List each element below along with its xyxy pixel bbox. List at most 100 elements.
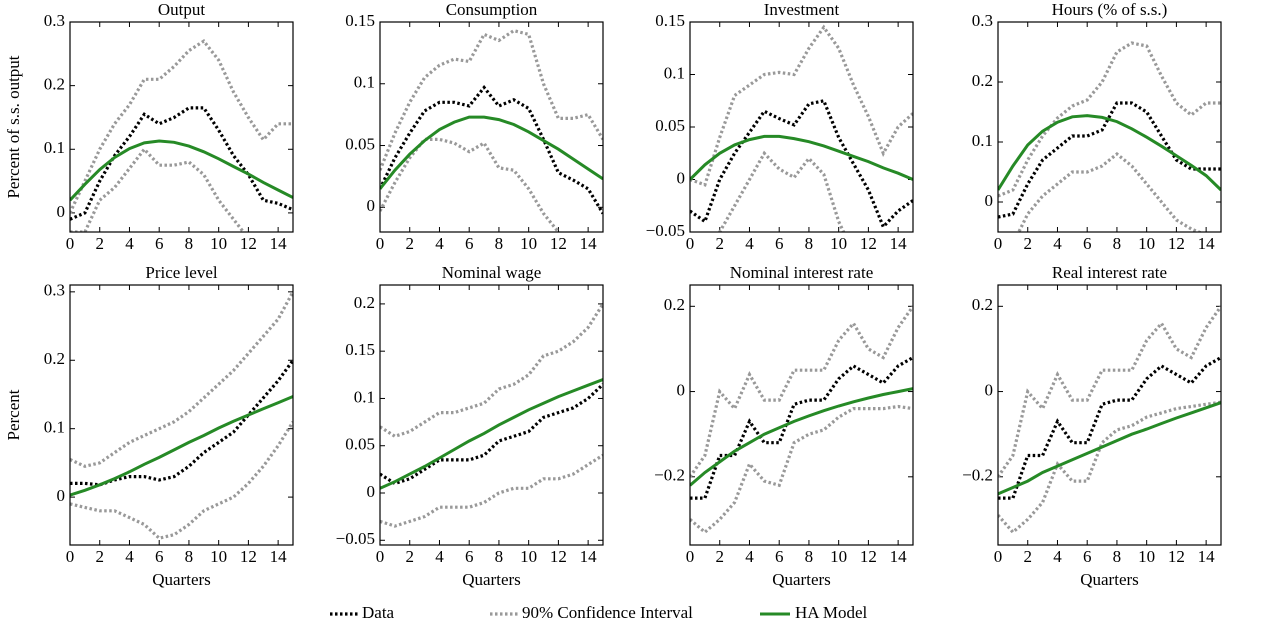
ci-upper-line <box>998 305 1221 478</box>
subplot-title: Consumption <box>446 0 538 19</box>
x-tick-label: 12 <box>1168 234 1185 253</box>
x-tick-label: 12 <box>550 234 567 253</box>
ci-upper-line <box>380 28 603 171</box>
x-tick-label: 6 <box>155 547 164 566</box>
y-tick-label: 0 <box>57 202 66 221</box>
x-tick-label: 8 <box>185 234 194 253</box>
x-tick-label: 8 <box>495 234 504 253</box>
y-tick-label: 0.15 <box>345 340 375 359</box>
x-tick-label: 12 <box>1168 547 1185 566</box>
subplot: Consumption 0 2 4 6 8 10 12 14 0 0.05 0.1 0.15 <box>345 0 604 253</box>
model-line <box>70 395 293 497</box>
ci-upper-line <box>380 303 603 439</box>
x-tick-label: 12 <box>550 547 567 566</box>
x-tick-label: 6 <box>775 547 784 566</box>
subplot: Price level Percent Quarters 0 2 4 6 8 10 12 14 0 0.… <box>4 263 294 589</box>
x-tick-label: 0 <box>66 234 75 253</box>
data-line <box>998 101 1221 219</box>
subplot-title: Output <box>158 0 206 19</box>
x-tick-label: 4 <box>125 234 134 253</box>
ci-lower-line <box>70 146 246 232</box>
y-tick-label: 0.2 <box>44 349 65 368</box>
legend-label: 90% Confidence Interval <box>522 603 693 622</box>
x-tick-label: 6 <box>1083 547 1092 566</box>
x-tick-label: 8 <box>185 547 194 566</box>
x-tick-label: 14 <box>270 234 288 253</box>
data-line <box>690 98 913 230</box>
x-tick-label: 0 <box>66 547 75 566</box>
plot-frame <box>689 21 914 233</box>
x-tick-label: 4 <box>435 547 444 566</box>
x-tick-label: 0 <box>376 547 385 566</box>
x-tick-label: 10 <box>1138 234 1155 253</box>
model-line <box>998 114 1221 192</box>
subplot-title: Hours (% of s.s.) <box>1052 0 1168 19</box>
x-tick-label: 8 <box>1113 547 1122 566</box>
y-tick-label: 0.1 <box>44 138 65 157</box>
y-tick-label: 0.1 <box>44 418 65 437</box>
x-tick-label: 6 <box>155 234 164 253</box>
y-axis-label: Percent <box>4 389 23 440</box>
y-tick-label: 0.2 <box>664 295 685 314</box>
y-tick-label: −0.05 <box>646 221 685 240</box>
y-tick-label: 0 <box>985 380 994 399</box>
x-tick-label: 2 <box>715 234 724 253</box>
ci-lower-line <box>1017 151 1203 232</box>
ci-lower-line <box>70 420 293 540</box>
data-line <box>380 84 603 215</box>
ci-upper-line <box>690 305 913 478</box>
x-tick-label: 8 <box>495 547 504 566</box>
x-tick-label: 10 <box>830 547 847 566</box>
subplot: Hours (% of s.s.) 0 2 4 6 8 10 12 14 0 0.1 0.2 0.3 <box>972 0 1222 253</box>
plot-frame <box>997 21 1222 233</box>
legend-item: HA Model <box>760 603 868 622</box>
ci-upper-line <box>70 291 293 468</box>
x-tick-label: 2 <box>405 547 414 566</box>
x-tick-label: 10 <box>210 547 227 566</box>
y-tick-label: 0.15 <box>655 11 685 30</box>
x-tick-label: 2 <box>95 547 104 566</box>
x-tick-label: 6 <box>465 547 474 566</box>
y-tick-label: 0 <box>677 168 686 187</box>
y-tick-label: 0.2 <box>972 71 993 90</box>
subplot-title: Price level <box>145 263 217 282</box>
legend-item: 90% Confidence Interval <box>490 603 693 622</box>
subplot-title: Investment <box>764 0 840 19</box>
x-tick-label: 10 <box>1138 547 1155 566</box>
y-tick-label: −0.2 <box>962 466 993 485</box>
y-tick-label: 0.1 <box>354 73 375 92</box>
x-tick-label: 14 <box>580 547 598 566</box>
plot-frame <box>379 21 604 233</box>
x-tick-label: 4 <box>1053 547 1062 566</box>
ci-upper-line <box>998 41 1221 198</box>
model-line <box>690 387 913 487</box>
x-tick-label: 14 <box>1198 234 1216 253</box>
x-tick-label: 12 <box>240 234 257 253</box>
x-tick-label: 2 <box>405 234 414 253</box>
x-tick-label: 10 <box>830 234 847 253</box>
y-tick-label: 0.05 <box>655 116 685 135</box>
model-line <box>690 134 913 181</box>
model-line <box>998 401 1221 496</box>
y-tick-label: 0.3 <box>44 281 65 300</box>
x-tick-label: 14 <box>890 234 908 253</box>
x-tick-label: 4 <box>745 234 754 253</box>
x-tick-label: 6 <box>465 234 474 253</box>
x-tick-label: 8 <box>1113 234 1122 253</box>
ci-lower-line <box>690 404 913 535</box>
data-line <box>998 356 1221 500</box>
y-tick-label: 0.15 <box>345 11 375 30</box>
plot-frame <box>997 284 1222 546</box>
model-line <box>380 378 603 490</box>
x-tick-label: 14 <box>1198 547 1216 566</box>
y-tick-label: 0.2 <box>972 295 993 314</box>
x-tick-label: 14 <box>890 547 908 566</box>
ci-lower-line <box>998 400 1221 535</box>
x-tick-label: 12 <box>240 547 257 566</box>
y-tick-label: 0 <box>367 482 376 501</box>
ci-lower-line <box>717 150 846 232</box>
y-tick-label: 0.1 <box>354 387 375 406</box>
x-axis-label: Quarters <box>772 570 831 589</box>
